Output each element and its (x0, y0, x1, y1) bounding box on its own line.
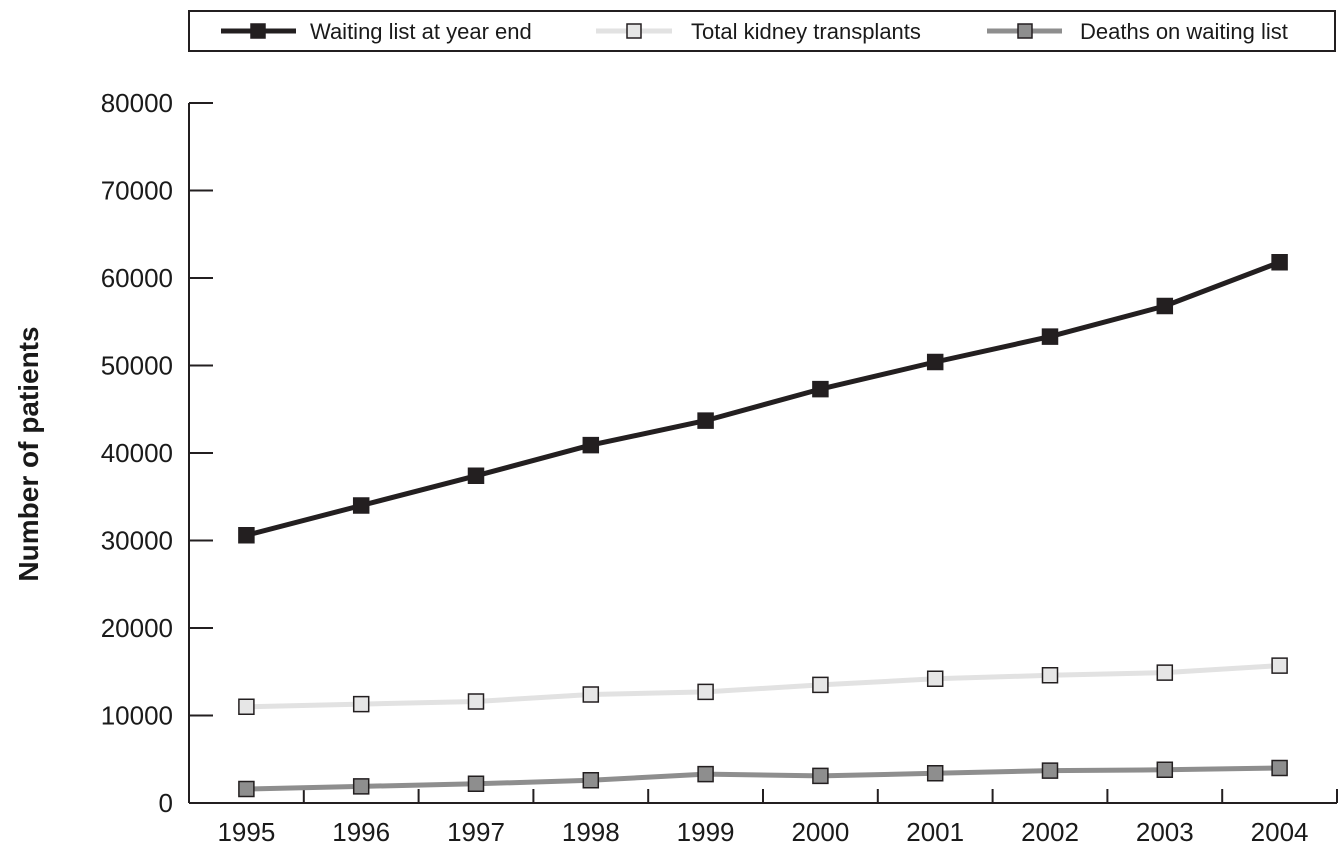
legend-label: Waiting list at year end (310, 19, 532, 44)
data-point (582, 686, 600, 703)
x-tick-label: 1997 (447, 817, 505, 847)
data-point (1041, 328, 1059, 345)
data-point (467, 775, 485, 792)
legend-label: Deaths on waiting list (1080, 19, 1288, 44)
x-tick-label: 2003 (1136, 817, 1194, 847)
data-point (352, 497, 370, 514)
data-point (582, 772, 600, 789)
x-tick-label: 2001 (906, 817, 964, 847)
legend-swatch-marker (1017, 23, 1033, 39)
y-tick-label: 80000 (101, 88, 173, 118)
legend-item-transplants: Total kidney transplants (596, 19, 921, 44)
data-point (926, 353, 944, 371)
y-axis-label: Number of patients (13, 326, 44, 581)
x-tick-label: 2002 (1021, 817, 1079, 847)
series-waiting-list (238, 254, 1288, 544)
x-tick-label: 2004 (1251, 817, 1309, 847)
legend-swatch-marker (626, 23, 642, 39)
data-point (352, 695, 370, 713)
x-tick-label: 1995 (217, 817, 275, 847)
y-tick-label: 20000 (101, 613, 173, 643)
legend: Waiting list at year end Total kidney tr… (188, 10, 1336, 52)
data-point (926, 765, 944, 782)
data-point (1156, 761, 1174, 778)
data-point (1041, 667, 1059, 684)
data-point (238, 780, 255, 798)
data-point (697, 683, 714, 701)
y-tick-label: 50000 (101, 351, 173, 381)
x-tick-label: 1996 (332, 817, 390, 847)
y-tick-label: 60000 (101, 263, 173, 293)
y-tick-label: 10000 (101, 701, 173, 731)
legend-box (188, 10, 1336, 52)
data-point (1271, 657, 1288, 674)
data-point (352, 778, 370, 795)
series-layer (238, 254, 1288, 798)
data-point (1156, 664, 1174, 681)
axis-ticks: 0 10000 20000 30000 40000 50000 60000 70000 8000… (101, 88, 1338, 847)
y-tick-label: 70000 (101, 176, 173, 206)
x-tick-label: 2000 (791, 817, 849, 847)
y-tick-label: 0 (159, 788, 173, 818)
data-point (697, 765, 714, 783)
y-tick-label: 40000 (101, 438, 173, 468)
data-point (467, 693, 485, 710)
data-point (238, 698, 255, 715)
series-line (246, 663, 1280, 710)
data-point (1156, 297, 1174, 315)
series-deaths (238, 759, 1288, 798)
series-line (246, 765, 1280, 792)
legend-label: Total kidney transplants (691, 19, 921, 44)
x-tick-label: 1999 (677, 817, 735, 847)
legend-item-waiting-list: Waiting list at year end (221, 19, 532, 44)
data-point (926, 670, 944, 687)
data-point (1271, 759, 1288, 777)
y-tick-label: 30000 (101, 526, 173, 556)
series-line (245, 259, 1281, 538)
data-point (238, 527, 255, 544)
data-point (812, 767, 829, 785)
legend-item-deaths: Deaths on waiting list (987, 19, 1288, 44)
data-point (697, 412, 714, 429)
data-point (812, 380, 829, 398)
data-point (812, 676, 829, 694)
data-point (467, 467, 485, 484)
x-tick-label: 1998 (562, 817, 620, 847)
data-point (1041, 762, 1059, 779)
series-transplants (238, 657, 1288, 715)
legend-swatch-marker (250, 23, 266, 39)
data-point (1271, 254, 1288, 271)
data-point (582, 436, 600, 454)
